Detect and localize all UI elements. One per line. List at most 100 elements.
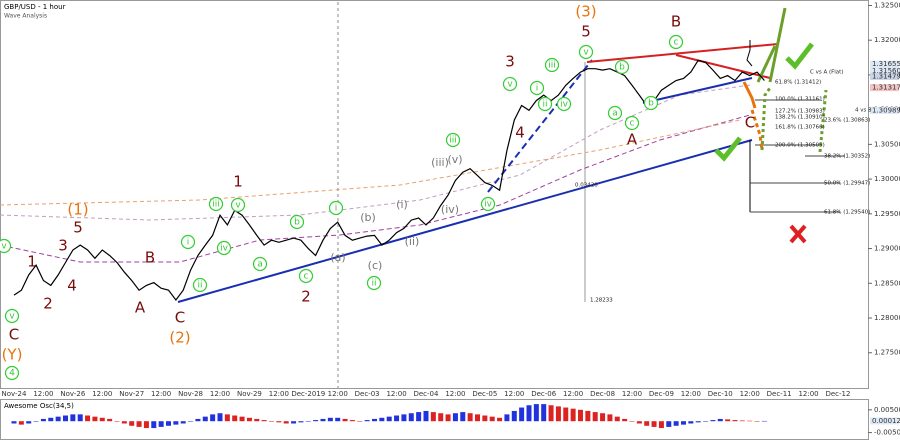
osc-bar [371, 418, 377, 422]
osc-bar [710, 420, 716, 422]
annotation: 100.0% (1.31161) [775, 97, 825, 103]
osc-bar [70, 414, 76, 422]
y-tick-label: 1.30500 [874, 140, 900, 148]
wave-label: 4 [515, 124, 525, 142]
osc-bar [210, 414, 216, 422]
osc-bar [644, 421, 650, 426]
wave-circle [230, 197, 246, 213]
y-tick-label: 1.29000 [874, 245, 900, 253]
osc-bar [246, 417, 252, 422]
wave-label: B [145, 249, 155, 267]
wave-label: (i) [396, 198, 408, 211]
wave-label: v [235, 201, 241, 211]
x-tick-label: 12:00 [798, 390, 818, 398]
wave-label: v [507, 80, 513, 90]
osc-bar [217, 413, 223, 422]
osc-bar [18, 421, 24, 425]
x-tick-label: Dec-12 [825, 390, 850, 398]
x-tick-label: Dec-08 [590, 390, 615, 398]
wave-label: (2) [169, 329, 190, 347]
wave-circle [624, 115, 640, 131]
osc-bar [386, 416, 392, 422]
wave-label: (3) [575, 3, 596, 21]
y-tick-label: 1.28000 [874, 314, 900, 322]
wave-label: C [745, 114, 755, 132]
annotation: 1.28233 [590, 298, 613, 304]
wave-circle [556, 96, 572, 112]
x-tick-label: Dec-11 [767, 390, 792, 398]
osc-bar [482, 415, 488, 422]
wave-label: 5 [581, 23, 591, 41]
osc-bar [349, 420, 355, 422]
osc-bar [636, 421, 642, 424]
osc-bar [291, 421, 297, 424]
price-tag-label: 1.31655 [872, 60, 900, 68]
annotation: 138.2% (1.30910) [775, 115, 825, 121]
osc-bar [504, 414, 510, 422]
osc-bar [688, 421, 694, 424]
wave-circle [216, 240, 232, 256]
annotation: 4 vs 3 [855, 108, 872, 114]
osc-bar [85, 415, 91, 422]
osc-bar [224, 414, 230, 422]
wave-label: 1 [27, 253, 37, 271]
wave-label: 2 [301, 288, 311, 306]
x-tick-label: 12:00 [269, 390, 289, 398]
osc-bar [423, 410, 429, 422]
wave-label: v [9, 312, 15, 322]
osc-bar [364, 420, 370, 422]
x-tick-label: 12:00 [33, 390, 53, 398]
x-tick-label: 12:00 [386, 390, 406, 398]
osc-bar [305, 421, 311, 422]
osc-bar [232, 415, 238, 422]
osc-bar [335, 417, 341, 422]
osc-bar [158, 421, 164, 427]
osc-bar [754, 420, 760, 422]
osc-bar [622, 418, 628, 422]
x-tick-label: Dec-09 [649, 390, 674, 398]
wave-label: C [9, 326, 19, 344]
wave-label: ii [197, 281, 202, 291]
wave-circle [289, 214, 305, 230]
x-tick-label: Dec-2019 [291, 390, 325, 398]
price-tag-label: 1.31317 [872, 84, 900, 92]
wave-label: a [612, 109, 618, 119]
osc-bar [592, 412, 598, 422]
wave-circle [4, 308, 20, 324]
x-tick-label: 12:00 [563, 390, 583, 398]
x-tick-label: 12:00 [622, 390, 642, 398]
osc-bar [452, 413, 458, 422]
chart-subtitle: Wave Analysis [4, 13, 47, 20]
osc-bar [563, 407, 569, 422]
annotation: 200.0% (1.30505) [775, 143, 825, 149]
osc-bar [489, 416, 495, 422]
x-tick-label: Dec-03 [355, 390, 380, 398]
y-tick-label: 1.29500 [874, 210, 900, 218]
wave-label: iii [548, 61, 556, 71]
osc-bar [268, 421, 274, 422]
annotation: 61.8% (1.29540) [824, 210, 870, 216]
price-tag-label: 1.31560 [872, 67, 900, 75]
osc-bar [239, 416, 245, 422]
x-tick-label: Dec-10 [708, 390, 733, 398]
wave-label: (c) [368, 259, 383, 272]
osc-bar [320, 418, 326, 422]
osc-bar [600, 413, 606, 422]
wave-circle [614, 59, 630, 75]
x-tick-label: 12:00 [210, 390, 230, 398]
price-tag-label: 1.31479 [872, 72, 900, 80]
osc-bar [614, 416, 620, 422]
chart-title: GBP/USD - 1 hour [4, 3, 66, 11]
wave-label: (b) [360, 211, 376, 224]
wave-circle [537, 96, 553, 112]
annotation: 161.8% (1.30766) [775, 125, 825, 131]
osc-bar [541, 404, 547, 422]
osc-bar [533, 404, 539, 422]
wave-label: A [135, 299, 146, 317]
price-tag [870, 106, 899, 114]
osc-bar [570, 408, 576, 422]
osc-bar [673, 421, 679, 426]
wave-circle [607, 105, 623, 121]
wave-label: iv [560, 100, 569, 110]
